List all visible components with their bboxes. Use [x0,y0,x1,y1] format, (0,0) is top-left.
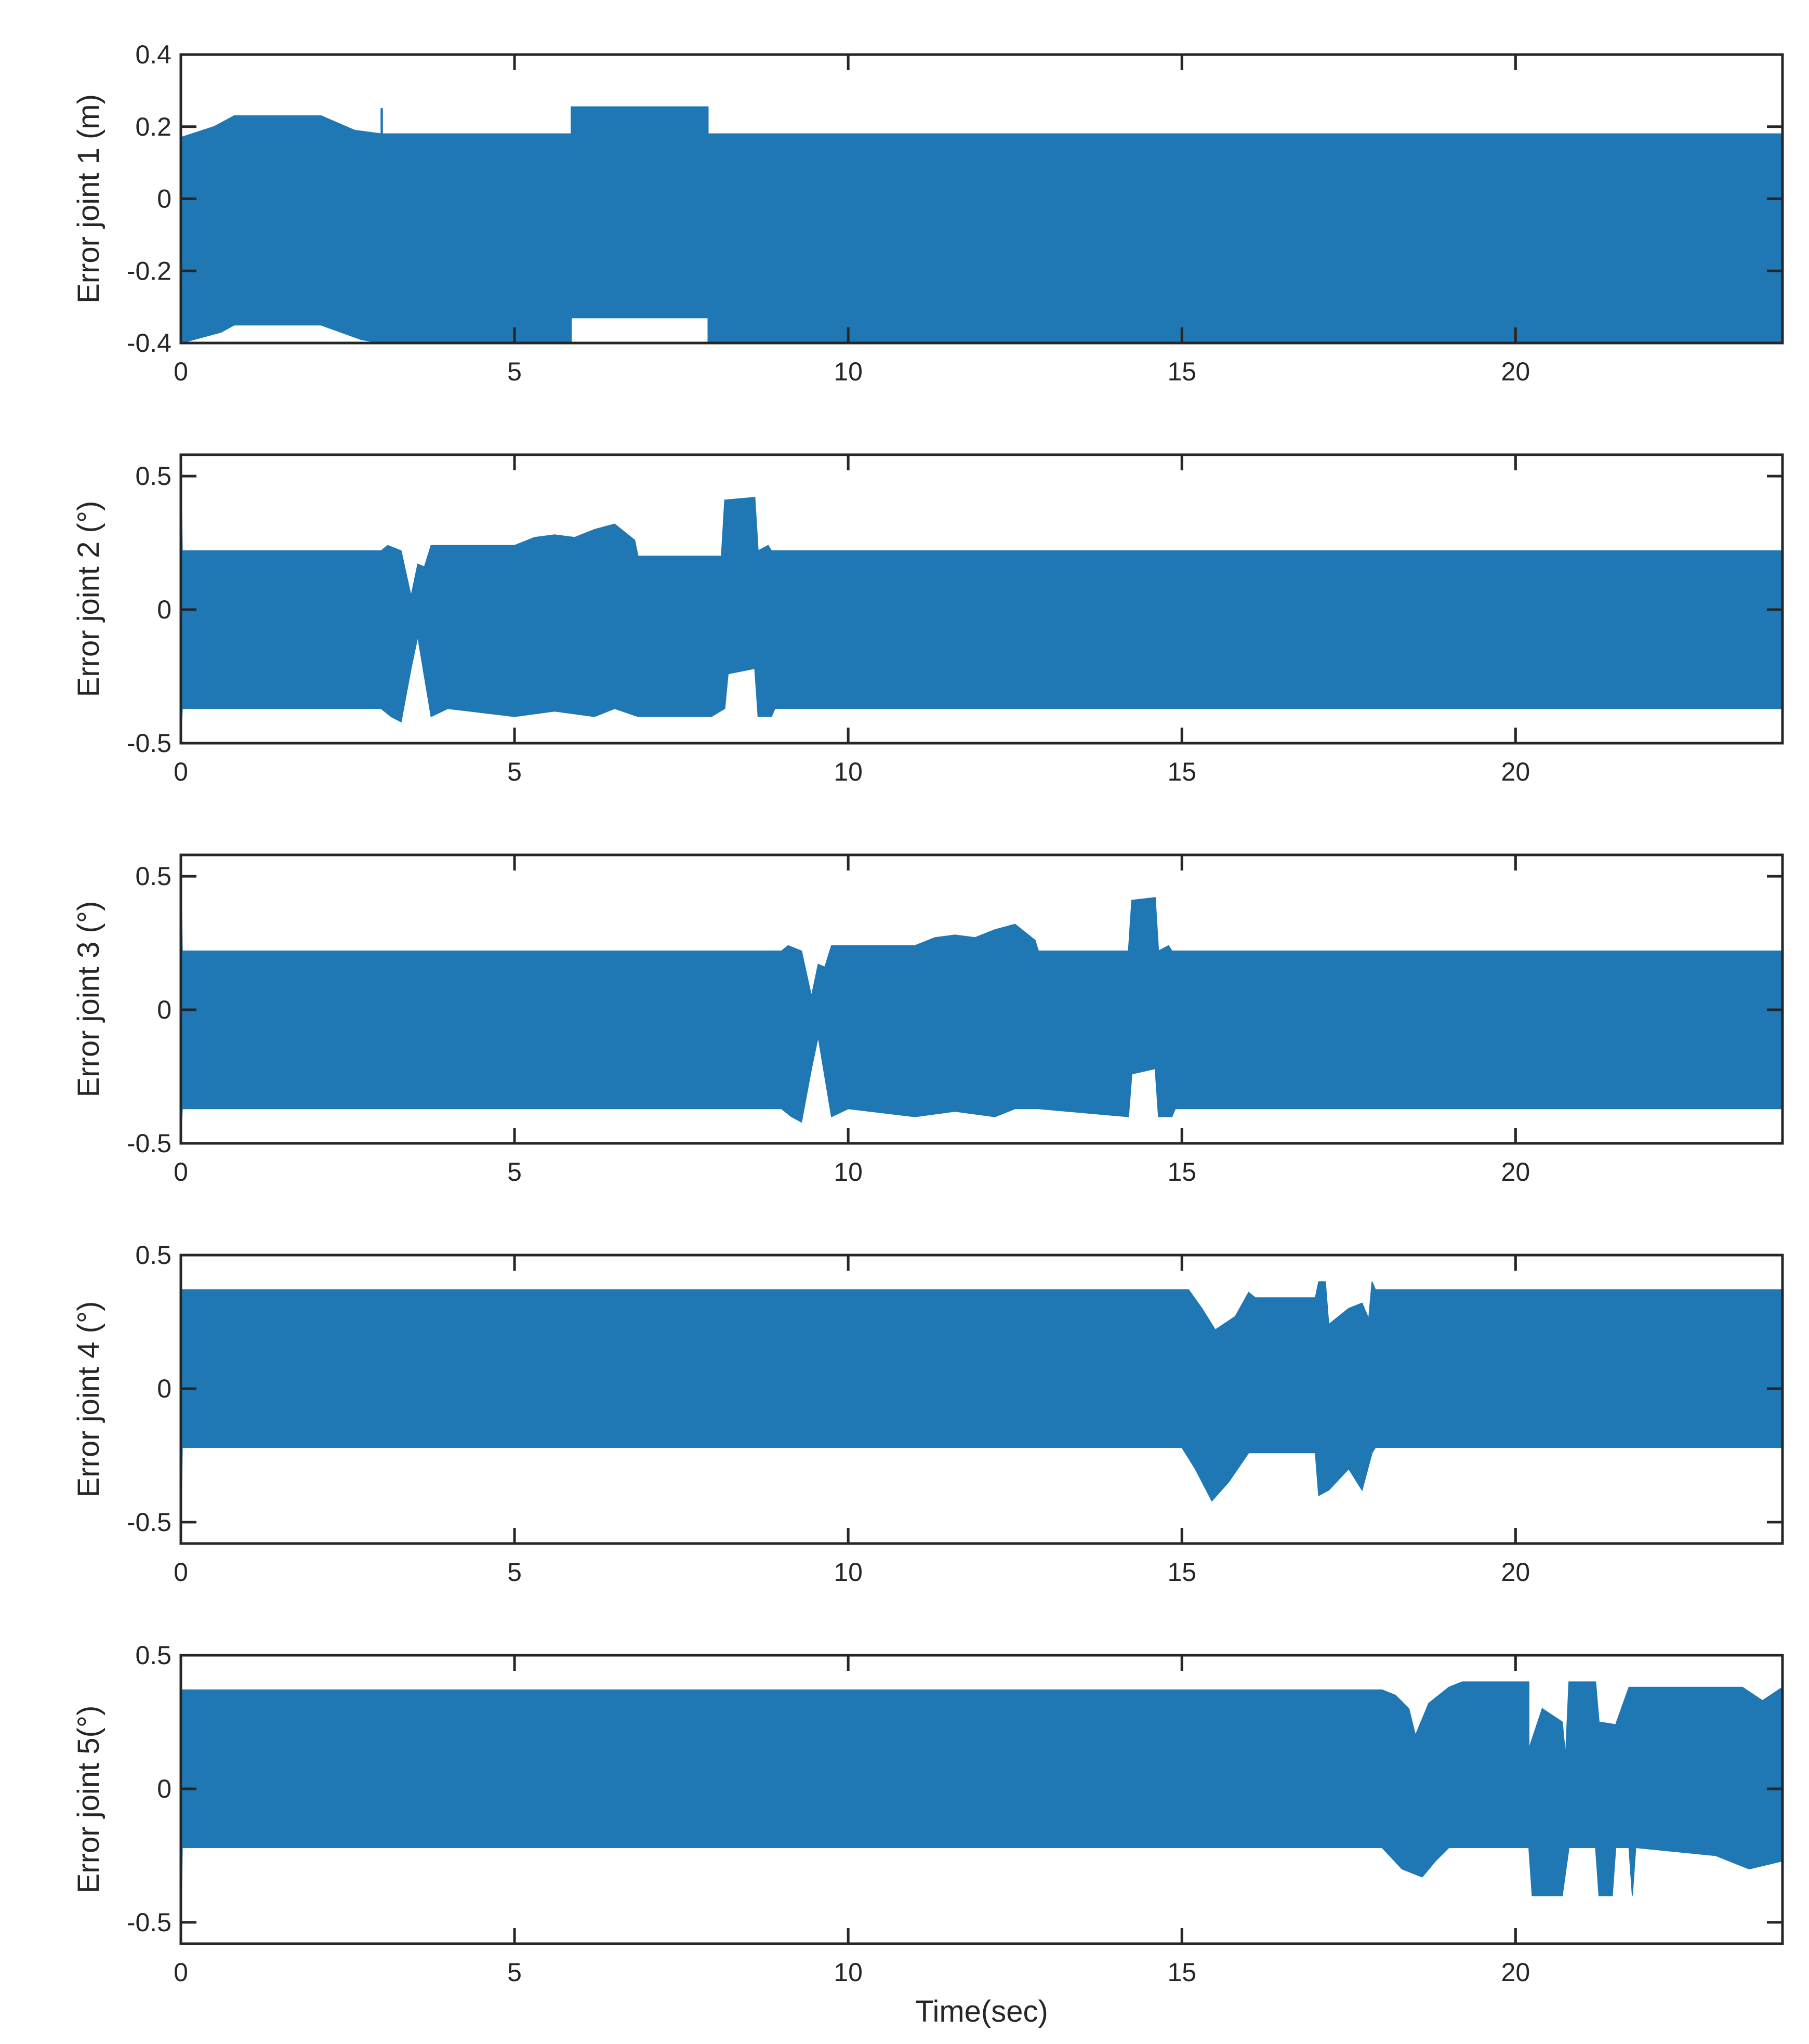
error-envelope-series-1 [181,855,1782,1143]
x-tick-label: 10 [834,1958,863,1987]
x-tick-label: 0 [174,757,188,786]
y-axis-label: Error joint 3 (°) [72,901,105,1098]
x-tick-label: 15 [1167,1558,1196,1587]
y-tick-label: -0.4 [127,328,171,358]
axes-frame [179,1654,1784,1945]
y-tick-label: -0.5 [127,1508,171,1537]
y-tick-label: 0.5 [135,1641,171,1670]
x-tick-label: 5 [507,357,522,386]
x-tick-label: 10 [834,357,863,386]
y-axis-label: Error joint 4 (°) [72,1301,105,1498]
y-tick-label: 0.5 [135,1241,171,1270]
y-axis-label: Error joint 2 (°) [72,501,105,697]
error-envelope-series-1 [181,106,1782,343]
x-tick-label: 0 [174,357,188,386]
y-tick-label: -0.5 [127,1908,171,1937]
axes-frame [179,853,1784,1145]
y-tick-label: 0.5 [135,862,171,891]
y-tick-label: 0 [157,595,171,624]
x-tick-label: 10 [834,1157,863,1186]
x-tick-label: 0 [174,1958,188,1987]
subplot-1: 0 5 10 15 20 0.4 0.2 0 -0.2 -0.4 Error joint 1 (m) [72,40,1784,386]
x-tick-label: 10 [834,757,863,786]
error-envelope-series-1 [181,1681,1782,1944]
x-tick-label: 5 [507,1157,522,1186]
y-tick-label: 0.4 [135,40,171,69]
y-tick-label: 0.5 [135,461,171,491]
x-axis-label: Time(sec) [915,1995,1048,2028]
y-tick-label: -0.2 [127,256,171,285]
x-tick-label: 5 [507,1958,522,1987]
x-tick-label: 10 [834,1558,863,1587]
y-tick-label: -0.5 [127,1129,171,1158]
y-tick-label: -0.5 [127,729,171,758]
x-tick-label: 15 [1167,1157,1196,1186]
x-tick-label: 20 [1501,357,1530,386]
axes-frame [179,1254,1784,1545]
subplots: 0 5 10 15 20 0.4 0.2 0 -0.2 -0.4 Error joint 1 (m)… [72,40,1784,2028]
error-envelope-series-1 [181,455,1782,743]
x-tick-label: 20 [1501,1558,1530,1587]
x-tick-label: 5 [507,1558,522,1587]
error-envelope-series-1 [181,1281,1782,1544]
x-tick-label: 0 [174,1558,188,1587]
x-tick-label: 5 [507,757,522,786]
x-tick-label: 15 [1167,757,1196,786]
x-tick-label: 15 [1167,1958,1196,1987]
x-tick-label: 0 [174,1157,188,1186]
y-tick-label: 0 [157,184,171,214]
y-tick-label: 0 [157,1774,171,1803]
x-tick-label: 20 [1501,757,1530,786]
y-tick-label: 0 [157,995,171,1024]
y-tick-label: 0.2 [135,112,171,141]
axes-frame [179,453,1784,745]
x-tick-label: 15 [1167,357,1196,386]
x-tick-label: 20 [1501,1157,1530,1186]
y-axis-label: Error joint 1 (m) [72,94,105,304]
y-tick-label: 0 [157,1374,171,1403]
y-axis-label: Error joint 5(°) [72,1706,105,1894]
x-tick-label: 20 [1501,1958,1530,1987]
